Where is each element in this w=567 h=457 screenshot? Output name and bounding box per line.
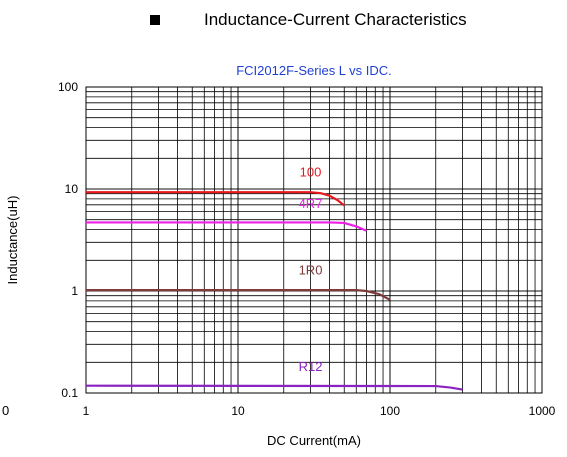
series-line-r12 xyxy=(85,384,463,391)
series-label-4r7: 4R7 xyxy=(299,196,323,211)
series-label-100: 100 xyxy=(300,165,322,180)
y-tick-label: 0.1 xyxy=(61,386,78,400)
series-label-r12: R12 xyxy=(299,359,323,374)
series-line-100 xyxy=(86,191,345,207)
x-tick-label: 100 xyxy=(380,404,400,418)
stray-zero-label: 0 xyxy=(2,403,9,418)
plot-frame xyxy=(85,86,543,394)
y-axis-label: Inductance(uH) xyxy=(5,196,20,285)
square-bullet-icon xyxy=(150,15,160,25)
chart-series xyxy=(85,191,463,391)
chart-grid xyxy=(86,87,542,393)
x-tick-label: 10 xyxy=(231,404,245,418)
series-line-1r0 xyxy=(86,289,391,301)
x-tick-label: 1000 xyxy=(529,404,556,418)
x-tick-label: 1 xyxy=(83,404,90,418)
page-header: Inductance-Current Characteristics xyxy=(150,8,467,32)
series-label-1r0: 1R0 xyxy=(299,263,323,278)
chart-labels: FCI2012F-Series L vs IDC. DC Current(mA)… xyxy=(2,63,556,448)
series-line-4r7 xyxy=(86,221,367,232)
y-tick-label: 100 xyxy=(58,80,78,94)
x-axis-label: DC Current(mA) xyxy=(267,433,361,448)
chart-title: FCI2012F-Series L vs IDC. xyxy=(236,63,392,78)
y-tick-label: 10 xyxy=(65,182,79,196)
page-title: Inductance-Current Characteristics xyxy=(204,10,467,29)
y-tick-label: 1 xyxy=(71,284,78,298)
